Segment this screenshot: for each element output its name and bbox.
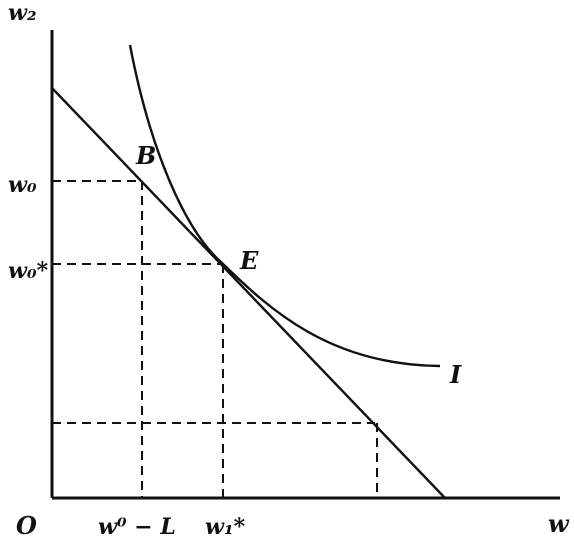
point-B-label: B [135,141,156,170]
y-axis-label: w₂ [8,0,37,26]
x-axis-label: w [548,509,570,538]
curve-I-label: I [449,360,462,389]
origin-label: O [16,511,37,540]
point-E-label: E [239,246,259,275]
w0-minus-L-label: w⁰ − L [98,514,176,540]
w0-star-label: w₀* [8,258,49,284]
budget-line [51,87,446,499]
indifference-curve [128,44,441,368]
w1-star-label: w₁* [205,514,246,540]
w0-label: w₀ [8,172,37,198]
